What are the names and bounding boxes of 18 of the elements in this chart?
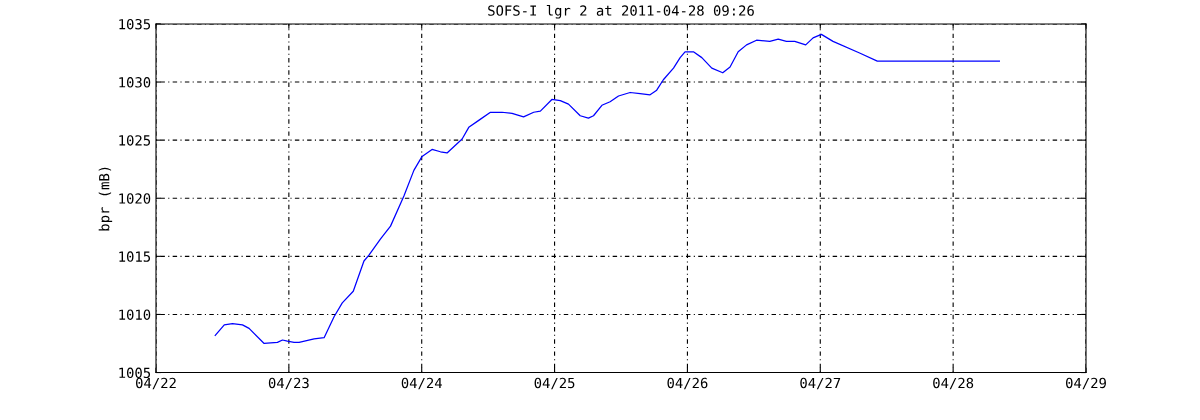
x-tick-label: 04/22 <box>136 377 176 390</box>
line-series <box>214 33 1000 345</box>
y-tick-label: 1030 <box>119 77 151 88</box>
x-tick-label: 04/25 <box>534 377 575 390</box>
y-tick-label: 1025 <box>119 135 151 146</box>
y-tick-label: 1035 <box>119 18 151 30</box>
x-tick-label: 04/27 <box>800 377 841 390</box>
x-tick-label: 04/24 <box>401 377 442 390</box>
y-axis-title: bpr (mB) <box>98 167 113 231</box>
x-tick-label: 04/26 <box>667 377 708 390</box>
x-tick-label: 04/23 <box>268 377 309 390</box>
chart-title: SOFS-I lgr 2 at 2011-04-28 09:26 <box>488 4 754 19</box>
y-tick-label: 1015 <box>119 251 151 262</box>
y-tick-label: 1010 <box>119 309 151 320</box>
y-tick-label: 1005 <box>119 367 151 379</box>
y-tick-label: 1020 <box>119 193 151 204</box>
x-tick-label: 04/28 <box>933 377 974 390</box>
x-tick-label: 04/29 <box>1066 377 1106 390</box>
